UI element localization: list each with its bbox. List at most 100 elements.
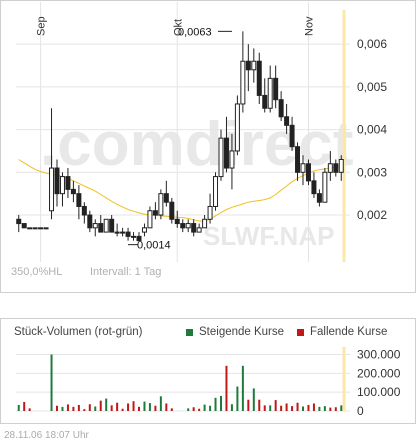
watermark-symbol: SLWF.NAP [203,221,334,251]
candle-body [147,210,153,229]
candle-body [256,60,262,96]
price-y-tick-label: 0,003 [357,165,387,179]
candle-body [131,235,137,238]
candle-body [207,205,213,220]
volume-bar [214,397,217,411]
volume-bar [77,404,80,411]
candle-body [141,227,147,233]
volume-bar [334,407,337,411]
candle-body [81,205,87,216]
candle-body [234,103,240,152]
candle-body [202,218,208,229]
candle-body [338,158,344,173]
volume-bar [127,403,130,411]
candle-body [185,223,191,229]
candle-body [229,150,235,169]
volume-bar [274,400,277,411]
candle-body [114,231,120,234]
candle-body [284,116,290,126]
volume-bar [50,354,53,411]
volume-bar [23,401,26,411]
volume-bar [318,406,321,411]
volume-bar [269,405,272,411]
candle-body [109,218,115,233]
volume-bar [247,399,250,411]
price-x-tick-label: Sep [36,16,48,36]
volume-bar [220,395,222,411]
volume-bar [192,407,195,411]
volume-bar [83,409,86,411]
candle-body [103,218,109,233]
candle-body [158,193,164,216]
max-annotation: 0,0063 [178,26,212,38]
volume-bar [66,404,69,411]
candle-body [32,227,38,230]
price-chart-panel [0,0,416,293]
volume-bar [329,407,332,411]
volume-title: Stück-Volumen (rot-grün) [14,326,143,338]
volume-y-tick-label: 200.000 [357,366,401,380]
volume-bar [198,408,201,411]
volume-bar [110,405,113,411]
candle-body [16,218,22,225]
price-chart: .comdirectSLWF.NAP0,0020,0030,0040,0050,… [16,2,387,262]
volume-y-tick-label: 0 [357,404,364,418]
volume-bar [285,403,288,411]
candle-body [295,146,301,173]
candle-body [169,201,175,220]
candle-body [174,218,180,225]
candle-body [54,167,60,195]
volume-bar [241,365,244,411]
candle-body [196,227,202,233]
price-y-tick-label: 0,006 [357,37,387,51]
volume-bar [307,404,310,411]
volume-bar [17,404,20,411]
volume-bar [340,405,343,411]
candle-body [327,163,333,173]
candle-body [27,227,33,230]
legend-falling-label: Fallende Kurse [310,326,388,338]
legend-rising: Steigende Kurse [186,326,284,338]
volume-bar [72,406,75,411]
candle-body [191,223,197,233]
volume-bar [230,404,233,411]
price-y-tick-label: 0,005 [357,80,387,94]
volume-chart-panel [0,318,416,424]
candle-body [333,163,339,173]
volume-bar [252,388,255,411]
volume-bar [236,386,239,411]
candle-body [262,94,268,109]
volume-bar [263,405,266,411]
candle-body [70,188,76,195]
candle-body [180,223,186,229]
volume-bar [165,403,168,411]
volume-bar [296,402,299,411]
volume-y-tick-label: 300.000 [357,348,401,362]
volume-bar [170,408,173,411]
volume-bar [138,406,140,411]
candle-body [76,193,82,207]
candle-body [316,193,322,203]
candle-body [136,235,142,242]
volume-bar [159,396,162,411]
volume-bar [203,404,206,411]
volume-bar [61,406,64,411]
candle-body [273,77,279,101]
candle-body [289,124,295,148]
volume-bar [88,404,91,411]
volume-bar [323,406,326,411]
volume-bar [116,402,119,411]
volume-y-tick-label: 100.000 [357,385,401,399]
interval-label: Intervall: 1 Tag [90,266,162,278]
volume-bar [187,408,190,411]
volume-bar [148,403,151,411]
candle-body [218,137,224,178]
candle-body [125,231,131,237]
candle-body [322,171,328,203]
volume-bar [99,400,102,411]
candle-body [98,223,104,233]
volume-bar [291,406,294,411]
timestamp: 28.11.06 18:07 Uhr [4,430,89,441]
candle-body [267,77,273,109]
